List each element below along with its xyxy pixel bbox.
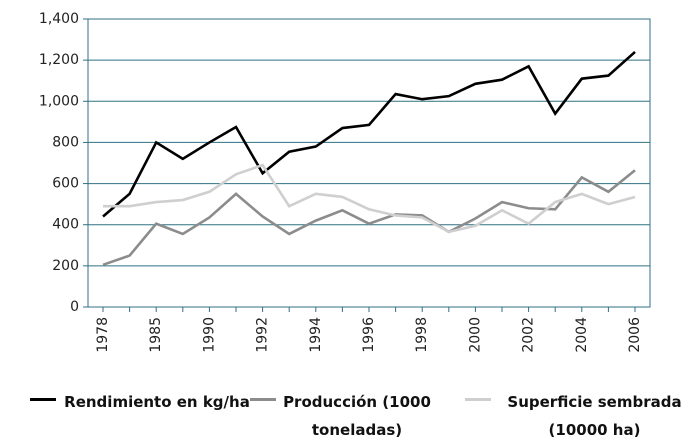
legend-label: Producción (1000 toneladas) [283, 393, 431, 439]
x-tick-label: 2006 [627, 317, 643, 353]
y-tick-label: 1,000 [39, 93, 79, 109]
x-tick-label: 1985 [148, 317, 164, 353]
plot-frame [87, 18, 651, 308]
y-tick-label: 800 [52, 134, 79, 150]
legend-swatch [30, 398, 56, 401]
y-tick-label: 1,200 [39, 52, 79, 68]
series-line [102, 169, 636, 267]
legend-swatch [250, 398, 276, 401]
y-tick-label: 200 [52, 258, 79, 274]
legend-label: Superficie sembrada (10000 ha) [507, 393, 682, 439]
x-tick-label: 2000 [467, 317, 483, 353]
legend-item: Rendimiento en kg/ha [30, 388, 252, 416]
series-line [102, 50, 636, 218]
x-tick-label: 1992 [255, 317, 271, 353]
legend-item: Superficie sembrada (10000 ha) [465, 388, 690, 444]
x-tick-label: 1994 [308, 317, 324, 353]
y-tick-label: 400 [52, 217, 79, 233]
y-tick-label: 0 [70, 299, 79, 315]
x-tick-label: 1978 [95, 317, 111, 353]
y-tick-label: 1,400 [39, 11, 79, 27]
x-tick-label: 2002 [521, 317, 537, 353]
chart: 0 200 400 600 800 1,000 1,200 1,400 1978 1985 1990… [39, 11, 651, 353]
legend-item: Producción (1000 toneladas) [250, 388, 432, 444]
legend-swatch [465, 398, 491, 401]
legend-label: Rendimiento en kg/ha [64, 393, 250, 411]
x-tick-label: 1990 [201, 317, 217, 353]
legend: Rendimiento en kg/ha Producción (1000 ton… [0, 388, 690, 439]
series-line [103, 163, 636, 234]
y-tick-label: 600 [52, 176, 79, 192]
x-tick-label: 2004 [574, 317, 590, 353]
x-tick-label: 1996 [361, 317, 377, 353]
x-tick-label: 1998 [414, 317, 430, 353]
